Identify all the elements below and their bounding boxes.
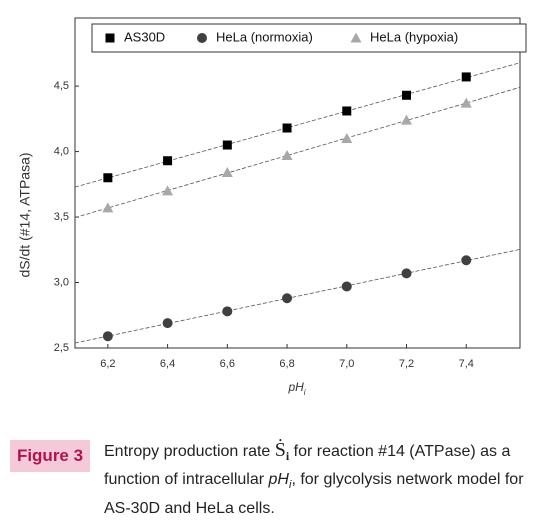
- marker-triangle: [102, 202, 114, 213]
- marker-circle: [162, 318, 173, 329]
- caption-text: Entropy production rate: [104, 443, 275, 460]
- caption-subscript: i: [285, 449, 290, 464]
- y-axis-label: dS/dt (#14, ATPasa): [17, 152, 33, 277]
- x-tick-label: 6,8: [279, 358, 294, 370]
- marker-circle: [341, 281, 352, 292]
- marker-square: [461, 72, 471, 82]
- x-tick-label: 7,0: [339, 358, 354, 370]
- marker-triangle: [460, 97, 472, 108]
- trend-line: [74, 62, 521, 188]
- caption-text: for reaction #14 (ATPase) as a function …: [104, 443, 511, 489]
- chart: dS/dt (#14, ATPasa) pHi 6,2 6,4 6,6 6,8 7,0 7…: [17, 17, 527, 397]
- marker-square: [103, 173, 113, 183]
- x-tick-label: 6,4: [160, 358, 175, 370]
- y-tick-label: 4,5: [54, 80, 69, 92]
- legend-label: AS30D: [124, 29, 165, 44]
- y-tick-label: 2,5: [54, 342, 69, 354]
- x-tick-label: 6,6: [220, 358, 235, 370]
- marker-triangle: [221, 167, 233, 178]
- marker-triangle: [341, 132, 353, 143]
- marker-circle: [401, 268, 412, 279]
- trend-line: [74, 86, 521, 218]
- y-tick-label: 4,0: [54, 145, 69, 157]
- x-tick-label: 6,2: [100, 358, 115, 370]
- marker-circle: [222, 306, 233, 317]
- marker-circle: [282, 293, 293, 304]
- x-tick-label: 7,4: [459, 358, 474, 370]
- plot-frame: [74, 17, 521, 349]
- caption-subscript: i: [288, 479, 292, 492]
- legend-label: HeLa (normoxia): [216, 29, 313, 44]
- legend-marker: [350, 32, 362, 43]
- legend-marker: [105, 33, 115, 43]
- caption-symbol: Ṡ: [274, 439, 286, 461]
- marker-square: [402, 90, 412, 100]
- marker-square: [163, 156, 173, 166]
- legend-box: [91, 23, 527, 53]
- trend-line: [74, 248, 521, 344]
- y-tick-label: 3,0: [54, 276, 69, 288]
- marker-triangle: [162, 185, 174, 196]
- marker-square: [342, 106, 352, 116]
- caption-italic: pH: [268, 471, 289, 489]
- legend-marker: [197, 33, 207, 43]
- marker-circle: [102, 331, 113, 342]
- marker-triangle: [281, 150, 293, 160]
- x-axis-label: pHi: [287, 380, 305, 397]
- marker-square: [282, 123, 292, 133]
- marker-square: [222, 140, 232, 150]
- y-tick-label: 3,5: [54, 211, 69, 223]
- caption-text: , for glycolysis network model for AS-30…: [104, 471, 524, 518]
- figure-label: Figure 3: [10, 440, 90, 472]
- legend-label: HeLa (hypoxia): [370, 29, 458, 44]
- marker-triangle: [401, 114, 413, 125]
- figure-caption: Entropy production rate Ṡi for reaction …: [104, 438, 549, 521]
- x-tick-label: 7,2: [399, 358, 414, 370]
- marker-circle: [461, 255, 472, 266]
- x-axis-label-sub: i: [304, 388, 306, 397]
- x-axis-label-main: pH: [287, 380, 304, 394]
